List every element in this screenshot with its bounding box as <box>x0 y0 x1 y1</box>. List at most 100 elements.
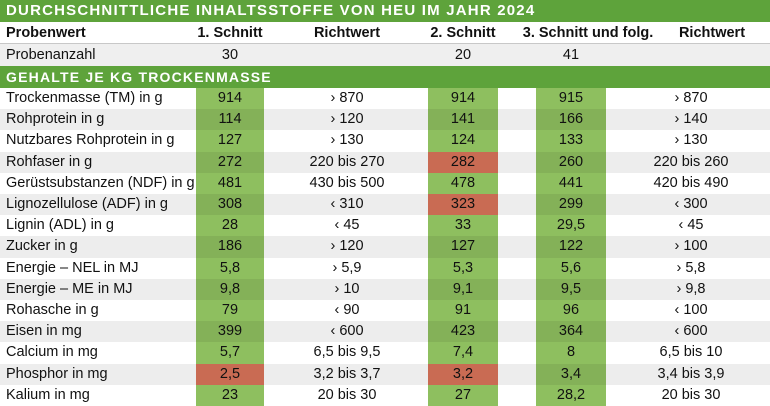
row-label: Phosphor in mg <box>6 365 108 382</box>
value-cut-1: 272 <box>217 153 243 170</box>
value-cut-2: 423 <box>450 323 476 340</box>
value-cut-3: 299 <box>558 196 584 212</box>
sample-count-cut-1: 30 <box>221 47 239 63</box>
richtwert-3: › 9,8 <box>676 280 706 297</box>
value-cut-2: 323 <box>450 196 476 212</box>
value-cut-3: 96 <box>562 302 580 318</box>
value-cut-1: 5,8 <box>219 259 241 276</box>
value-cut-3: 260 <box>558 153 584 170</box>
row-label: Zucker in g <box>6 238 78 255</box>
richtwert-1: 220 bis 270 <box>309 153 385 170</box>
richtwert-3: ‹ 300 <box>674 196 708 212</box>
richtwert-1: › 10 <box>334 280 360 297</box>
richtwert-3: › 130 <box>674 132 708 149</box>
row-label: Rohfaser in g <box>6 153 93 170</box>
richtwert-3: 420 bis 490 <box>653 174 729 191</box>
value-cut-3: 441 <box>558 174 584 191</box>
value-cut-3: 3,4 <box>560 365 582 382</box>
value-cut-2: 3,2 <box>452 365 474 382</box>
header-richtwert-1: Richtwert <box>313 25 381 41</box>
richtwert-1: › 5,9 <box>332 259 362 276</box>
deviation-highlight <box>428 151 498 173</box>
table-row: Nutzbares Rohprotein in g 127 › 130 124 133 ›… <box>0 130 770 151</box>
table-row: Lignin (ADL) in g 28 ‹ 45 33 29,5 ‹ 45 <box>0 215 770 236</box>
richtwert-1: 6,5 bis 9,5 <box>313 344 381 361</box>
section-title: GEHALTE JE KG TROCKENMASSE <box>6 69 272 85</box>
value-cut-1: 127 <box>217 132 243 149</box>
value-cut-2: 7,4 <box>452 344 474 361</box>
header-probenwert: Probenwert <box>6 25 86 41</box>
table-row: Kalium in mg 23 20 bis 30 27 28,2 20 bis 30 <box>0 385 770 406</box>
richtwert-1: ‹ 310 <box>330 196 364 212</box>
row-label: Rohasche in g <box>6 302 99 318</box>
richtwert-3: › 140 <box>674 111 708 128</box>
table-row: Zucker in g 186 › 120 127 122 › 100 <box>0 236 770 258</box>
table-row: Lignozellulose (ADF) in g 308 ‹ 310 323 299 ‹… <box>0 194 770 216</box>
header-richtwert-3: Richtwert <box>678 25 746 41</box>
richtwert-3: ‹ 100 <box>674 302 708 318</box>
value-cut-1: 914 <box>217 90 243 106</box>
table-row: Energie – NEL in MJ 5,8 › 5,9 5,3 5,6 › 5,8 <box>0 258 770 279</box>
table-row: Trockenmasse (TM) in g 914 › 870 914 915 › 87… <box>0 88 770 109</box>
row-label: Gerüstsubstanzen (NDF) in g <box>6 174 195 191</box>
deviation-highlight <box>428 363 498 385</box>
richtwert-3: › 100 <box>674 238 708 255</box>
table-row: Eisen in mg 399 ‹ 600 423 364 ‹ 600 <box>0 321 770 343</box>
richtwert-1: 20 bis 30 <box>317 386 377 403</box>
richtwert-1: ‹ 90 <box>334 302 360 318</box>
value-cut-1: 79 <box>221 302 239 318</box>
value-cut-3: 28,2 <box>556 386 586 403</box>
table-row: Rohprotein in g 114 › 120 141 166 › 140 <box>0 109 770 131</box>
value-cut-1: 9,8 <box>219 280 241 297</box>
deviation-highlight <box>196 363 264 385</box>
column-header-row: Probenwert 1. Schnitt Richtwert 2. Schni… <box>0 22 770 44</box>
value-cut-1: 308 <box>217 196 243 212</box>
richtwert-3: ‹ 600 <box>674 323 708 340</box>
value-cut-2: 9,1 <box>452 280 474 297</box>
richtwert-1: ‹ 45 <box>334 217 360 234</box>
deviation-highlight <box>428 194 498 216</box>
richtwert-1: 3,2 bis 3,7 <box>313 365 381 382</box>
row-label: Lignin (ADL) in g <box>6 217 114 234</box>
value-cut-3: 915 <box>558 90 584 106</box>
value-cut-2: 914 <box>450 90 476 106</box>
value-cut-2: 33 <box>454 217 472 234</box>
richtwert-3: 3,4 bis 3,9 <box>657 365 725 382</box>
value-cut-1: 28 <box>221 217 239 234</box>
value-cut-3: 9,5 <box>560 280 582 297</box>
value-column-background <box>536 88 606 406</box>
richtwert-1: › 870 <box>330 90 364 106</box>
header-cut-2: 2. Schnitt <box>430 25 496 41</box>
value-cut-3: 29,5 <box>556 217 586 234</box>
sample-count-row: Probenanzahl 30 20 41 <box>0 44 770 66</box>
richtwert-3: › 870 <box>674 90 708 106</box>
richtwert-1: › 120 <box>330 238 364 255</box>
table-row: Rohasche in g 79 ‹ 90 91 96 ‹ 100 <box>0 300 770 321</box>
row-label: Lignozellulose (ADF) in g <box>6 196 168 212</box>
header-cut-3: 3. Schnitt und folg. <box>522 25 654 41</box>
sample-count-label: Probenanzahl <box>6 47 96 63</box>
sample-count-cut-2: 20 <box>454 47 472 63</box>
table-row: Rohfaser in g 272 220 bis 270 282 260 220 bis… <box>0 151 770 173</box>
row-label: Calcium in mg <box>6 344 98 361</box>
value-cut-2: 91 <box>454 302 472 318</box>
table-row: Calcium in mg 5,7 6,5 bis 9,5 7,4 8 6,5 bis 1… <box>0 342 770 363</box>
table-row: Energie – ME in MJ 9,8 › 10 9,1 9,5 › 9,8 <box>0 278 770 300</box>
value-cut-2: 282 <box>450 153 476 170</box>
richtwert-3: 220 bis 260 <box>653 153 729 170</box>
value-cut-1: 114 <box>218 111 242 128</box>
value-cut-2: 478 <box>450 174 476 191</box>
value-cut-3: 5,6 <box>560 259 582 276</box>
table-title-bar: DURCHSCHNITTLICHE INHALTSSTOFFE VON HEU … <box>0 0 770 22</box>
row-label: Trockenmasse (TM) in g <box>6 90 163 106</box>
value-cut-2: 27 <box>454 386 472 403</box>
value-cut-3: 166 <box>558 111 584 128</box>
richtwert-3: 6,5 bis 10 <box>659 344 723 361</box>
richtwert-1: 430 bis 500 <box>309 174 385 191</box>
value-cut-1: 2,5 <box>219 365 241 382</box>
richtwert-3: ‹ 45 <box>678 217 704 234</box>
row-label: Eisen in mg <box>6 323 82 340</box>
value-cut-3: 122 <box>558 238 584 255</box>
value-cut-1: 5,7 <box>219 344 241 361</box>
